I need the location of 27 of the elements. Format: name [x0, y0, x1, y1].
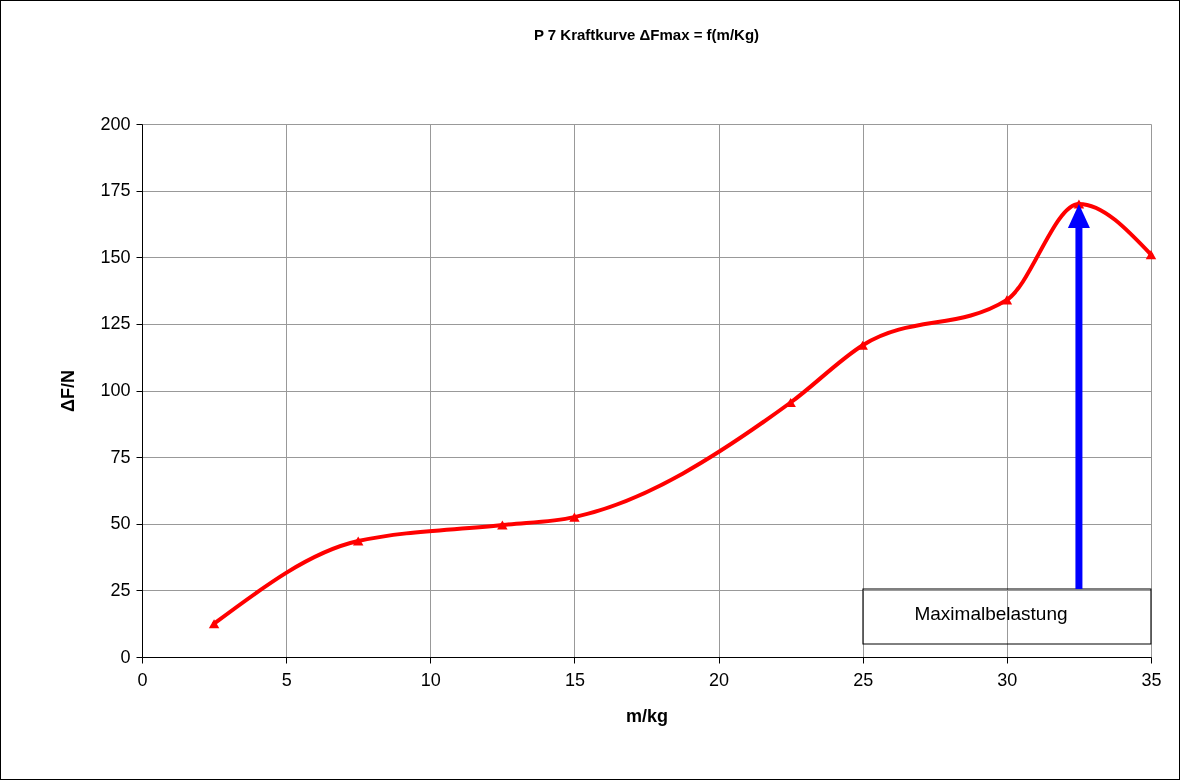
x-tick-label: 30 [997, 669, 1018, 690]
y-tick-label: 175 [100, 180, 131, 201]
x-axis-title: m/kg [625, 705, 669, 726]
x-tick-label: 35 [1141, 669, 1162, 690]
y-tick-label: 125 [100, 313, 131, 334]
y-tick-label: 75 [110, 446, 131, 467]
annotation: Maximalbelastung [914, 603, 1068, 624]
point [352, 536, 364, 546]
y-tick-label: 50 [110, 513, 131, 534]
y-tick-label: 25 [110, 579, 131, 600]
x-tick-label: 0 [137, 669, 148, 690]
point [497, 520, 508, 530]
x-tick-label: 5 [281, 669, 292, 690]
point [569, 512, 580, 522]
point [1145, 250, 1157, 260]
x-tick-label: 20 [709, 669, 730, 690]
y-tick-label: 150 [100, 246, 131, 267]
chart-title: P 7 Kraftkurve ΔFmax = f(m/Kg) [533, 26, 760, 43]
y-tick-label: 100 [100, 380, 131, 400]
point [1001, 295, 1013, 305]
x-tick-label: 10 [420, 669, 441, 690]
point [208, 619, 220, 629]
y-tick-label: 200 [100, 113, 131, 134]
y-axis-title: ΔF/N [58, 370, 79, 412]
x-tick-label: 15 [564, 669, 585, 690]
x-tick-label: 25 [853, 669, 874, 690]
y-tick-label: 0 [120, 646, 131, 667]
